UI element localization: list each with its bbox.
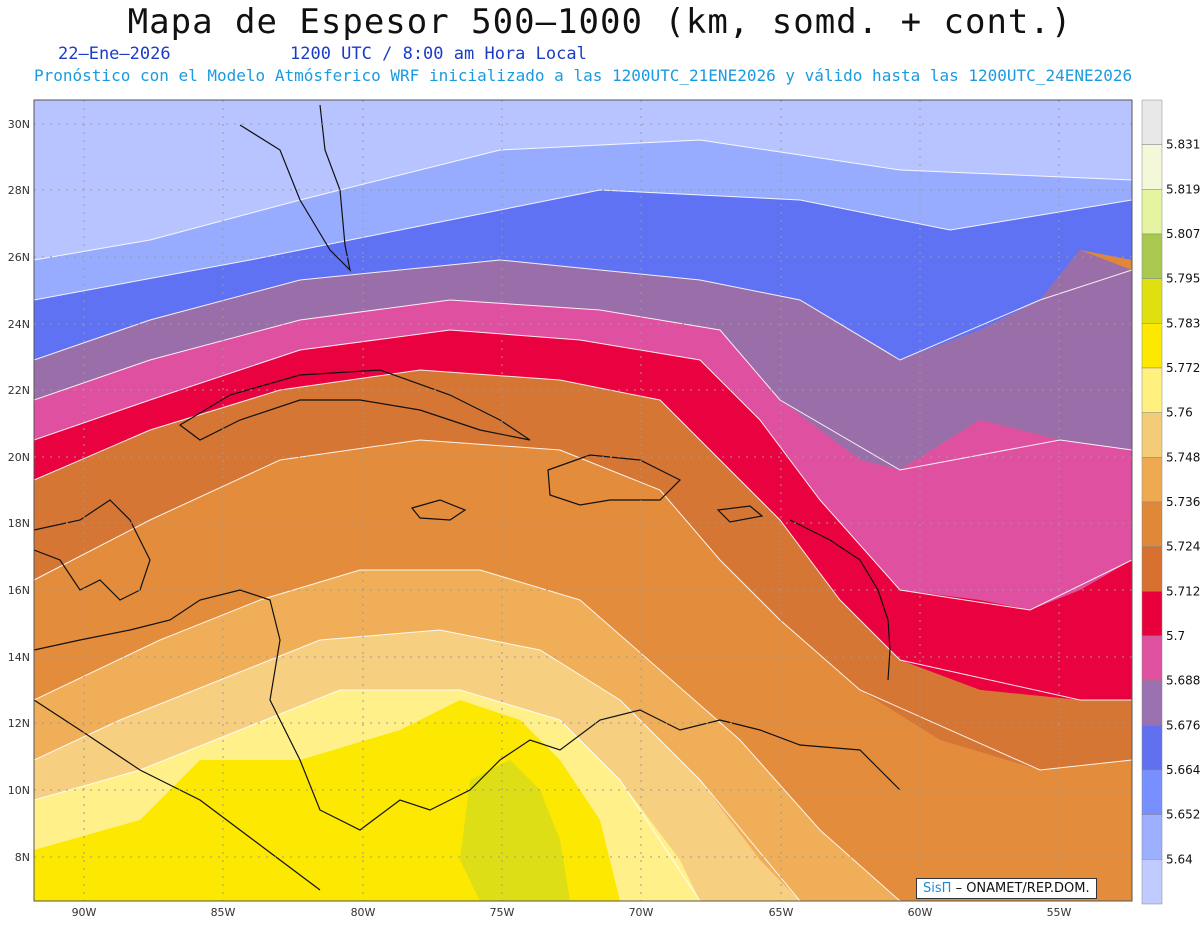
colorbar-swatch <box>1141 323 1163 369</box>
colorbar-label: 5.64 <box>1166 852 1193 866</box>
lon-label: 70W <box>629 906 654 919</box>
lat-label: 16N <box>8 584 30 597</box>
model-subtitle: Pronóstico con el Modelo Atmósferico WRF… <box>34 66 1133 85</box>
colorbar-swatch <box>1141 189 1163 235</box>
colorbar-swatch <box>1141 278 1163 324</box>
colorbar-label: 5.712 <box>1166 584 1200 598</box>
lat-label: 10N <box>8 784 30 797</box>
colorbar-swatch <box>1141 233 1163 279</box>
band-5688 <box>34 300 1132 610</box>
lat-label: 20N <box>8 451 30 464</box>
band-5640 <box>34 100 1132 260</box>
jamaica-coast <box>410 499 467 521</box>
lon-label: 80W <box>351 906 376 919</box>
credit-box: SisΠ – ONAMET/REP.DOM. <box>916 878 1097 899</box>
latitude-labels: 30N 28N 26N 24N 22N 20N 18N 16N 14N 12N 10N 8N <box>8 118 30 864</box>
colorbar: 5.64 5.652 5.664 5.676 5.688 5.7 5.712 5.724 5.7… <box>1141 99 1200 905</box>
colorbar-label: 5.676 <box>1166 718 1200 732</box>
colorbar-label: 5.652 <box>1166 808 1200 822</box>
lat-label: 30N <box>8 118 30 131</box>
credit-text: – ONAMET/REP.DOM. <box>955 881 1090 896</box>
colorbar-swatch <box>1141 591 1163 637</box>
band-5664 <box>34 190 1132 360</box>
lesser-antilles <box>789 519 891 681</box>
colorbar-label: 5.772 <box>1166 361 1200 375</box>
colorbar-swatch <box>1141 680 1163 726</box>
band-5676 <box>34 250 1132 470</box>
colorbar-swatch <box>1141 635 1163 681</box>
band-5700 <box>34 330 1132 700</box>
lon-label: 90W <box>72 906 97 919</box>
shaded-bands <box>34 100 1132 901</box>
forecast-time: 1200 UTC / 8:00 am Hora Local <box>290 44 587 64</box>
band-5712 <box>34 370 1132 770</box>
colorbar-label: 5.688 <box>1166 674 1200 688</box>
colorbar-swatch <box>1141 814 1163 860</box>
colorbar-swatch <box>1141 501 1163 547</box>
lon-label: 65W <box>769 906 794 919</box>
colorbar-label: 5.831 <box>1166 138 1200 152</box>
florida-coast <box>239 104 351 272</box>
map-title: Mapa de Espesor 500–1000 (km, somd. + co… <box>127 2 1073 42</box>
lon-label: 75W <box>490 906 515 919</box>
lat-label: 8N <box>15 851 30 864</box>
colorbar-swatch <box>1141 457 1163 503</box>
colorbar-swatch <box>1141 769 1163 815</box>
hispaniola-coast <box>547 454 682 506</box>
map-frame <box>33 99 1133 902</box>
band-5795 <box>460 760 570 901</box>
colorbar-label: 5.819 <box>1166 182 1200 196</box>
puerto-rico-coast <box>716 505 764 523</box>
colorbar-label: 5.7 <box>1166 629 1185 643</box>
colorbar-swatch <box>1141 546 1163 592</box>
lat-label: 24N <box>8 318 30 331</box>
colorbar-label: 5.76 <box>1166 406 1193 420</box>
central-america-coast <box>34 589 901 831</box>
lon-label: 55W <box>1047 906 1072 919</box>
coastlines <box>34 104 901 891</box>
colorbar-swatch <box>1141 725 1163 771</box>
colorbar-label: 5.748 <box>1166 450 1200 464</box>
pacific-coast <box>34 699 321 891</box>
colorbar-label: 5.736 <box>1166 495 1200 509</box>
lat-label: 28N <box>8 184 30 197</box>
colorbar-swatch <box>1141 859 1163 905</box>
lon-label: 85W <box>211 906 236 919</box>
colorbar-label: 5.783 <box>1166 316 1200 330</box>
cuba-coast <box>178 369 531 441</box>
colorbar-label: 5.807 <box>1166 227 1200 241</box>
lat-label: 18N <box>8 517 30 530</box>
colorbar-swatch <box>1141 412 1163 458</box>
lat-label: 26N <box>8 251 30 264</box>
colorbar-swatch <box>1141 99 1163 145</box>
colorbar-label: 5.664 <box>1166 763 1200 777</box>
colorbar-label: 5.724 <box>1166 540 1200 554</box>
colorbar-label: 5.795 <box>1166 272 1200 286</box>
longitude-labels: 90W 85W 80W 75W 70W 65W 60W 55W <box>72 906 1072 919</box>
forecast-date: 22–Ene–2026 <box>58 44 171 64</box>
lat-label: 22N <box>8 384 30 397</box>
band-5652 <box>34 100 1132 300</box>
lat-label: 14N <box>8 651 30 664</box>
colorbar-swatch <box>1141 144 1163 190</box>
graticule <box>34 100 1132 901</box>
band-5736-core <box>34 440 1132 901</box>
lat-label: 12N <box>8 717 30 730</box>
sis-logo-text: SisΠ <box>923 881 952 896</box>
lon-label: 60W <box>908 906 933 919</box>
colorbar-swatch <box>1141 367 1163 413</box>
